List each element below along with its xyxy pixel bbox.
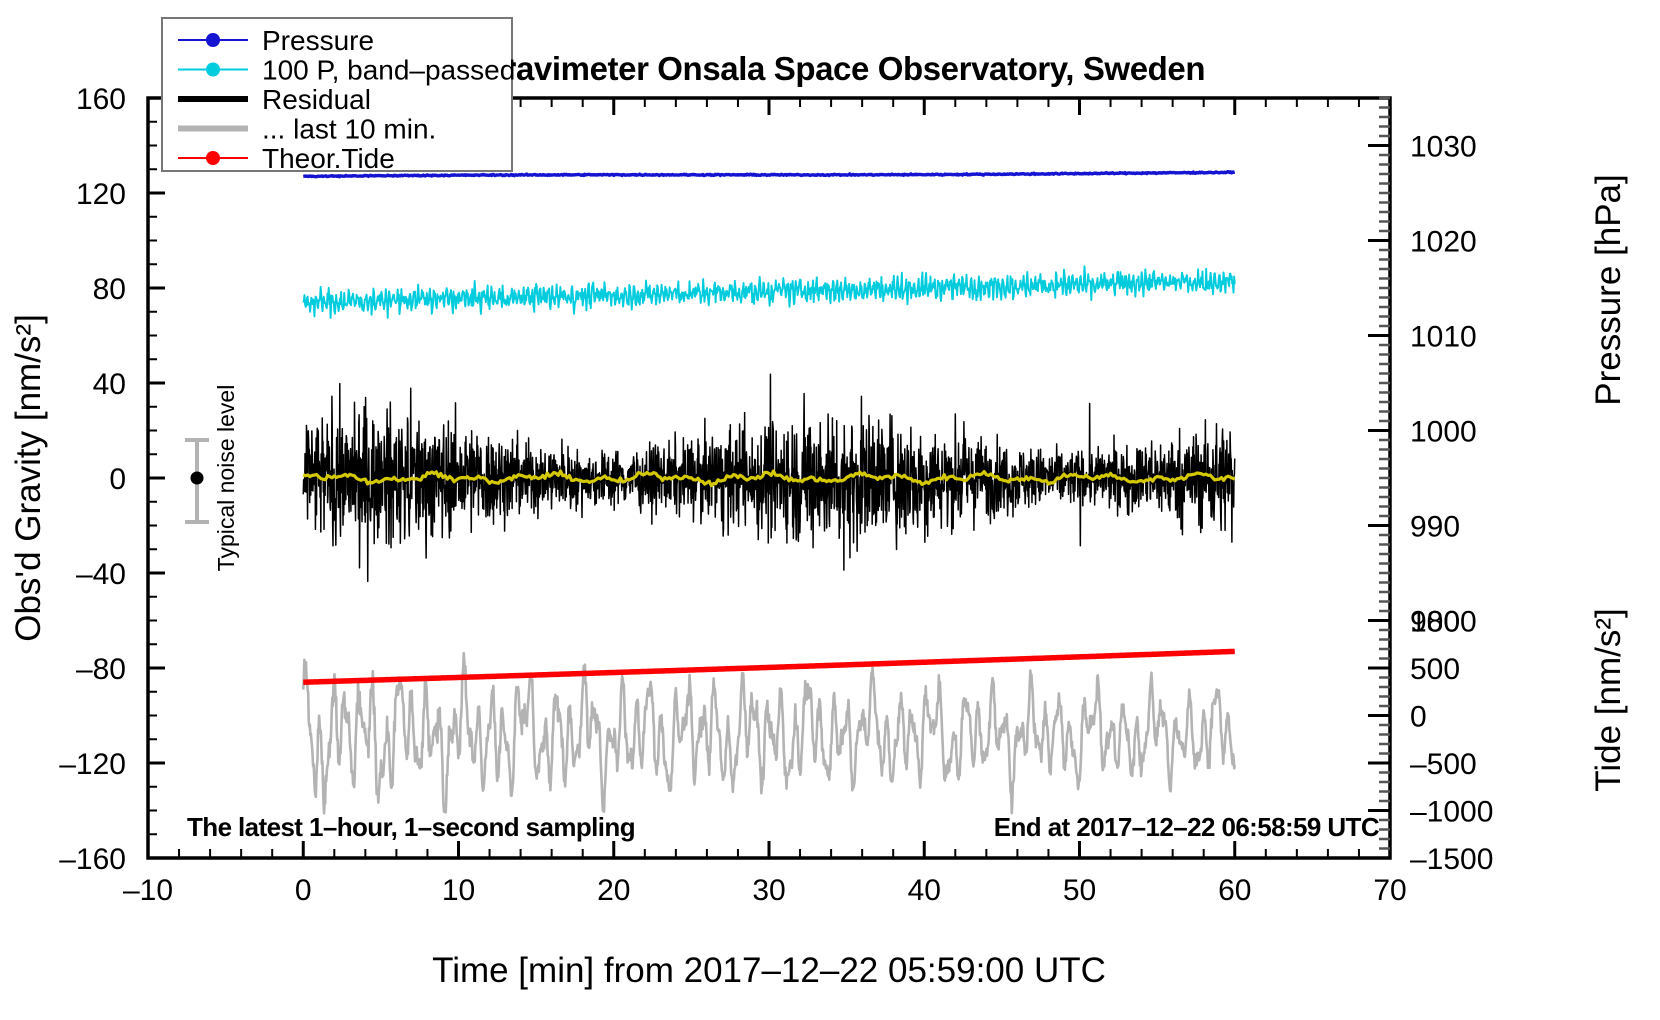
x-tick-label: 0 <box>295 874 312 907</box>
y-axis-title-tide: Tide [nm/s²] <box>1589 608 1628 791</box>
legend-item[interactable]: ... last 10 min. <box>178 114 436 145</box>
typical-noise-level-marker: Typical noise level <box>185 385 239 572</box>
legend-swatch-dot <box>206 33 220 47</box>
y-tick-label-right: 1020 <box>1410 226 1477 259</box>
noise-center-dot <box>190 471 204 485</box>
series-theor-tide <box>302 648 1236 685</box>
y-tick-label-right: 500 <box>1410 653 1460 686</box>
legend-item[interactable]: Residual <box>178 84 371 115</box>
x-tick-label: 70 <box>1373 874 1406 907</box>
series-band-passed <box>302 265 1236 319</box>
y-tick-label-right: 980 <box>1410 606 1460 639</box>
y-tick-label-right: –1500 <box>1410 843 1493 876</box>
legend-item-label: Pressure <box>262 25 374 56</box>
legend-swatch-dot <box>206 62 220 77</box>
legend-item-label: Residual <box>262 84 371 115</box>
footer-right-note: End at 2017–12–22 06:58:59 UTC <box>994 812 1380 842</box>
y-tick-label-right: 990 <box>1410 511 1460 544</box>
y-tick-label-left: –40 <box>76 558 126 591</box>
legend-item[interactable]: Theor.Tide <box>178 143 395 174</box>
x-tick-label: 30 <box>752 874 785 907</box>
x-tick-label: 40 <box>908 874 941 907</box>
y-tick-label-left: 160 <box>76 83 126 116</box>
x-tick-label: –10 <box>123 874 173 907</box>
x-tick-label: 50 <box>1063 874 1096 907</box>
legend-swatch-dot <box>206 151 220 165</box>
footer-left-note: The latest 1–hour, 1–second sampling <box>187 812 635 842</box>
y-tick-label-right: 1000 <box>1410 606 1477 639</box>
series-pressure <box>302 170 1236 179</box>
y-tick-label-right: 0 <box>1410 701 1427 734</box>
y-tick-label-left: –160 <box>59 843 126 876</box>
legend-item-label: ... last 10 min. <box>262 114 436 145</box>
x-axis-title: Time [min] from 2017–12–22 05:59:00 UTC <box>432 951 1106 990</box>
legend-item[interactable]: Pressure <box>178 25 374 56</box>
y-tick-label-right: –500 <box>1410 748 1477 781</box>
legend-item[interactable]: 100 P, band–passed <box>178 55 515 86</box>
legend-item-label: 100 P, band–passed <box>262 55 515 86</box>
y-tick-label-left: 120 <box>76 178 126 211</box>
y-tick-label-right: 1000 <box>1410 416 1477 449</box>
y-axis-title-pressure: Pressure [hPa] <box>1589 174 1628 406</box>
x-tick-label: 60 <box>1218 874 1251 907</box>
y-tick-label-right: –1000 <box>1410 796 1493 829</box>
y-tick-label-right: 1010 <box>1410 321 1477 354</box>
axis-tick-labels: –10 0 10 20 30 40 50 60 7016012080400–40–80–120–… <box>59 83 1493 907</box>
y-axis-title-left: Obs'd Gravity [nm/s²] <box>9 314 48 642</box>
legend-item-label: Theor.Tide <box>262 143 395 174</box>
y-tick-label-left: 0 <box>109 463 126 496</box>
data-series-layer <box>301 170 1237 815</box>
typical-noise-level-label: Typical noise level <box>213 385 239 572</box>
x-tick-label: 20 <box>597 874 630 907</box>
y-tick-label-left: –80 <box>76 653 126 686</box>
series-last-10-min <box>301 651 1237 815</box>
y-tick-label-left: 80 <box>93 273 126 306</box>
x-tick-label: 10 <box>442 874 475 907</box>
y-tick-label-right: 1030 <box>1410 131 1477 164</box>
y-tick-label-left: –120 <box>59 748 126 781</box>
y-tick-label-left: 40 <box>93 368 126 401</box>
legend-box <box>161 17 513 172</box>
series-smoothed-residual <box>302 469 1236 488</box>
